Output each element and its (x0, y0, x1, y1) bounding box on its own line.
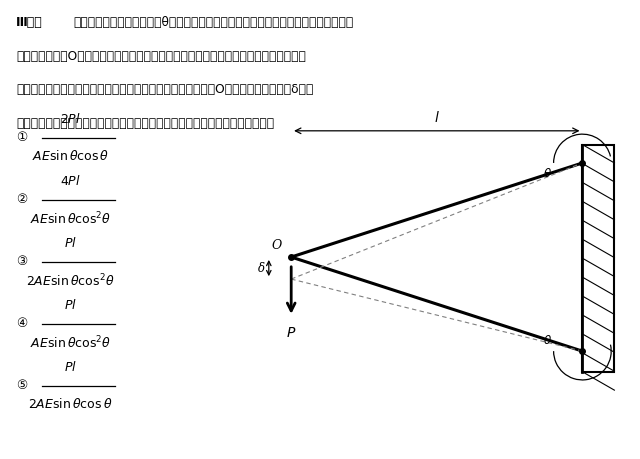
Text: $4Pl$: $4Pl$ (60, 174, 81, 188)
Text: $Pl$: $Pl$ (64, 236, 77, 250)
Bar (582, 145, 614, 372)
Text: $2AE\sin\theta\cos\theta$: $2AE\sin\theta\cos\theta$ (28, 397, 113, 411)
Text: $AE\sin\theta\cos\theta$: $AE\sin\theta\cos\theta$ (32, 149, 109, 163)
Text: $2Pl$: $2Pl$ (60, 112, 81, 126)
Text: ⑤: ⑤ (16, 379, 28, 392)
Text: $l$: $l$ (434, 110, 440, 125)
Text: Ⅲ－３: Ⅲ－３ (16, 16, 43, 29)
Text: δ: δ (257, 262, 265, 274)
Text: $AE\sin\theta\cos^2\!\theta$: $AE\sin\theta\cos^2\!\theta$ (30, 211, 111, 228)
Text: $\theta$: $\theta$ (543, 334, 552, 347)
Text: $\theta$: $\theta$ (543, 167, 552, 180)
Text: $2AE\sin\theta\cos^2\!\theta$: $2AE\sin\theta\cos^2\!\theta$ (26, 273, 115, 290)
Text: $AE\sin\theta\cos^2\!\theta$: $AE\sin\theta\cos^2\!\theta$ (30, 335, 111, 352)
Text: 節点は滑節で，棒の自重は無視できるものとするとき，節点Oの下向きの微小変位δとし: 節点は滑節で，棒の自重は無視できるものとするとき，節点Oの下向きの微小変位δとし (16, 83, 314, 96)
Text: 下図に示すように，角度θで剛体壁に取り付けられた２本の棒からなるトラス構造: 下図に示すように，角度θで剛体壁に取り付けられた２本の棒からなるトラス構造 (74, 16, 354, 29)
Text: て，適切なものはどれか。ただし，棒の断面積をＡ，縦弾性係数をＥとする。: て，適切なものはどれか。ただし，棒の断面積をＡ，縦弾性係数をＥとする。 (16, 117, 274, 129)
Text: $P$: $P$ (286, 326, 296, 340)
Text: ②: ② (16, 193, 28, 206)
Text: $Pl$: $Pl$ (64, 298, 77, 312)
Text: において，節点Oに下向きの荷重Ｐが作用し，破線のように変形した場合を考える。各: において，節点Oに下向きの荷重Ｐが作用し，破線のように変形した場合を考える。各 (16, 50, 306, 62)
Text: $Pl$: $Pl$ (64, 360, 77, 374)
Text: ④: ④ (16, 317, 28, 330)
Text: O: O (271, 240, 282, 252)
Text: ①: ① (16, 131, 28, 144)
Text: ③: ③ (16, 255, 28, 268)
